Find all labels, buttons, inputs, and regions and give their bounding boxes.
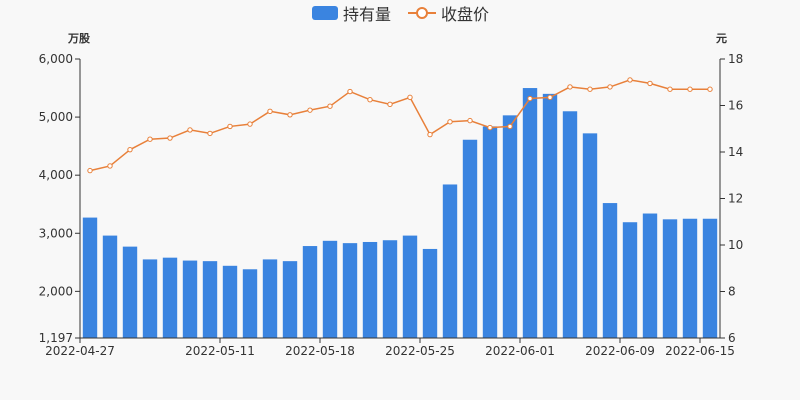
- bar-holdings: [382, 240, 398, 338]
- bar-holdings: [442, 184, 458, 338]
- bar-holdings: [682, 218, 698, 338]
- x-axis: 2022-04-27 2022-05-11 2022-05-18 2022-05-25…: [45, 337, 735, 358]
- bar-holdings: [242, 269, 258, 338]
- line-close-price: [89, 79, 710, 172]
- left-axis-tick-label: 2,000: [39, 284, 73, 298]
- left-axis-unit: 万股: [67, 32, 91, 45]
- bar-holdings: [142, 259, 158, 338]
- point-close-price: [147, 136, 153, 142]
- bar-holdings: [202, 261, 218, 338]
- point-close-price: [127, 146, 133, 153]
- point-close-price: [547, 94, 553, 101]
- right-axis-tick-label: 16: [728, 99, 743, 113]
- bar-holdings: [222, 265, 238, 338]
- point-close-price: [687, 86, 693, 92]
- x-axis-tick-label: 2022-06-01: [485, 344, 555, 358]
- bar-holdings: [662, 219, 678, 338]
- point-close-price: [347, 88, 353, 95]
- point-close-price: [407, 94, 413, 101]
- bar-holdings: [162, 257, 178, 338]
- point-close-price: [667, 86, 673, 92]
- right-axis-tick-label: 6: [728, 331, 736, 345]
- bar-holdings: [342, 243, 358, 338]
- bar-holdings: [402, 235, 418, 338]
- bar-holdings: [182, 260, 198, 338]
- point-close-price: [207, 130, 213, 137]
- left-axis-tick-label: 4,000: [39, 168, 73, 182]
- bar-holdings: [322, 240, 338, 338]
- point-close-price: [107, 163, 113, 169]
- bar-holdings: [602, 203, 618, 338]
- point-close-price: [227, 123, 233, 130]
- bar-holdings: [422, 248, 438, 338]
- right-axis: 6 8 10 12 14 16 18: [719, 52, 743, 345]
- right-axis-tick-label: 14: [728, 145, 743, 159]
- point-close-price: [387, 101, 393, 108]
- point-close-price: [567, 84, 573, 90]
- bar-holdings: [542, 93, 558, 339]
- point-close-price: [327, 103, 333, 109]
- bar-holdings: [622, 222, 638, 338]
- bar-holdings: [462, 139, 478, 338]
- point-close-price: [307, 107, 313, 113]
- point-close-price: [187, 127, 193, 133]
- bar-holdings: [502, 115, 518, 338]
- left-axis-tick-label: 6,000: [39, 52, 73, 66]
- point-close-price: [427, 131, 433, 138]
- bar-holdings: [362, 241, 378, 338]
- legend-label-close-price: 收盘价: [441, 5, 489, 24]
- left-axis-tick-label: 5,000: [39, 110, 73, 124]
- point-close-price: [267, 108, 273, 115]
- point-close-price: [487, 124, 493, 131]
- right-axis-tick-label: 18: [728, 52, 743, 66]
- x-axis-tick-label: 2022-05-25: [385, 344, 455, 358]
- point-close-price: [507, 123, 513, 130]
- bar-series-holdings: [82, 88, 718, 339]
- right-axis-tick-label: 8: [728, 285, 736, 299]
- x-axis-tick-label: 2022-06-15: [665, 344, 735, 358]
- point-close-price: [287, 112, 293, 118]
- point-close-price: [467, 117, 473, 124]
- left-axis-tick-label: 1,197: [39, 331, 73, 345]
- x-axis-tick-label: 2022-06-09: [585, 344, 655, 358]
- left-axis-tick-label: 3,000: [39, 226, 73, 240]
- bar-holdings: [302, 246, 318, 338]
- line-series-close-price: [87, 77, 713, 174]
- bar-holdings: [562, 111, 578, 339]
- x-axis-tick-label: 2022-05-18: [285, 344, 355, 358]
- point-close-price: [707, 86, 713, 92]
- point-close-price: [247, 121, 253, 127]
- point-close-price: [167, 135, 173, 141]
- x-axis-tick-label: 2022-05-11: [185, 344, 255, 358]
- point-close-price: [647, 80, 653, 87]
- bar-holdings: [482, 126, 498, 338]
- point-close-price: [607, 84, 613, 90]
- bar-holdings: [522, 88, 538, 339]
- legend[interactable]: 持有量 收盘价: [312, 5, 489, 24]
- right-axis-tick-label: 10: [728, 238, 743, 252]
- right-axis-tick-label: 12: [728, 192, 743, 206]
- point-close-price: [527, 95, 533, 102]
- bar-holdings: [122, 246, 138, 338]
- left-axis: 1,197 2,000 3,000 4,000 5,000 6,000: [39, 52, 81, 345]
- bar-holdings: [282, 261, 298, 338]
- bar-holdings: [82, 217, 98, 338]
- x-axis-tick-label: 2022-04-27: [45, 344, 115, 358]
- bar-holdings: [102, 235, 118, 338]
- point-close-price: [447, 119, 453, 125]
- point-close-price: [87, 167, 93, 174]
- legend-swatch-holdings: [312, 6, 338, 20]
- point-close-price: [367, 96, 373, 103]
- bar-holdings: [582, 133, 598, 338]
- bar-holdings: [262, 259, 278, 338]
- bar-holdings: [642, 213, 658, 338]
- legend-label-holdings: 持有量: [343, 5, 391, 24]
- right-axis-unit: 元: [716, 32, 727, 45]
- legend-swatch-close-marker: [416, 7, 428, 19]
- point-close-price: [627, 77, 633, 83]
- point-close-price: [587, 86, 593, 92]
- bar-holdings: [702, 218, 718, 338]
